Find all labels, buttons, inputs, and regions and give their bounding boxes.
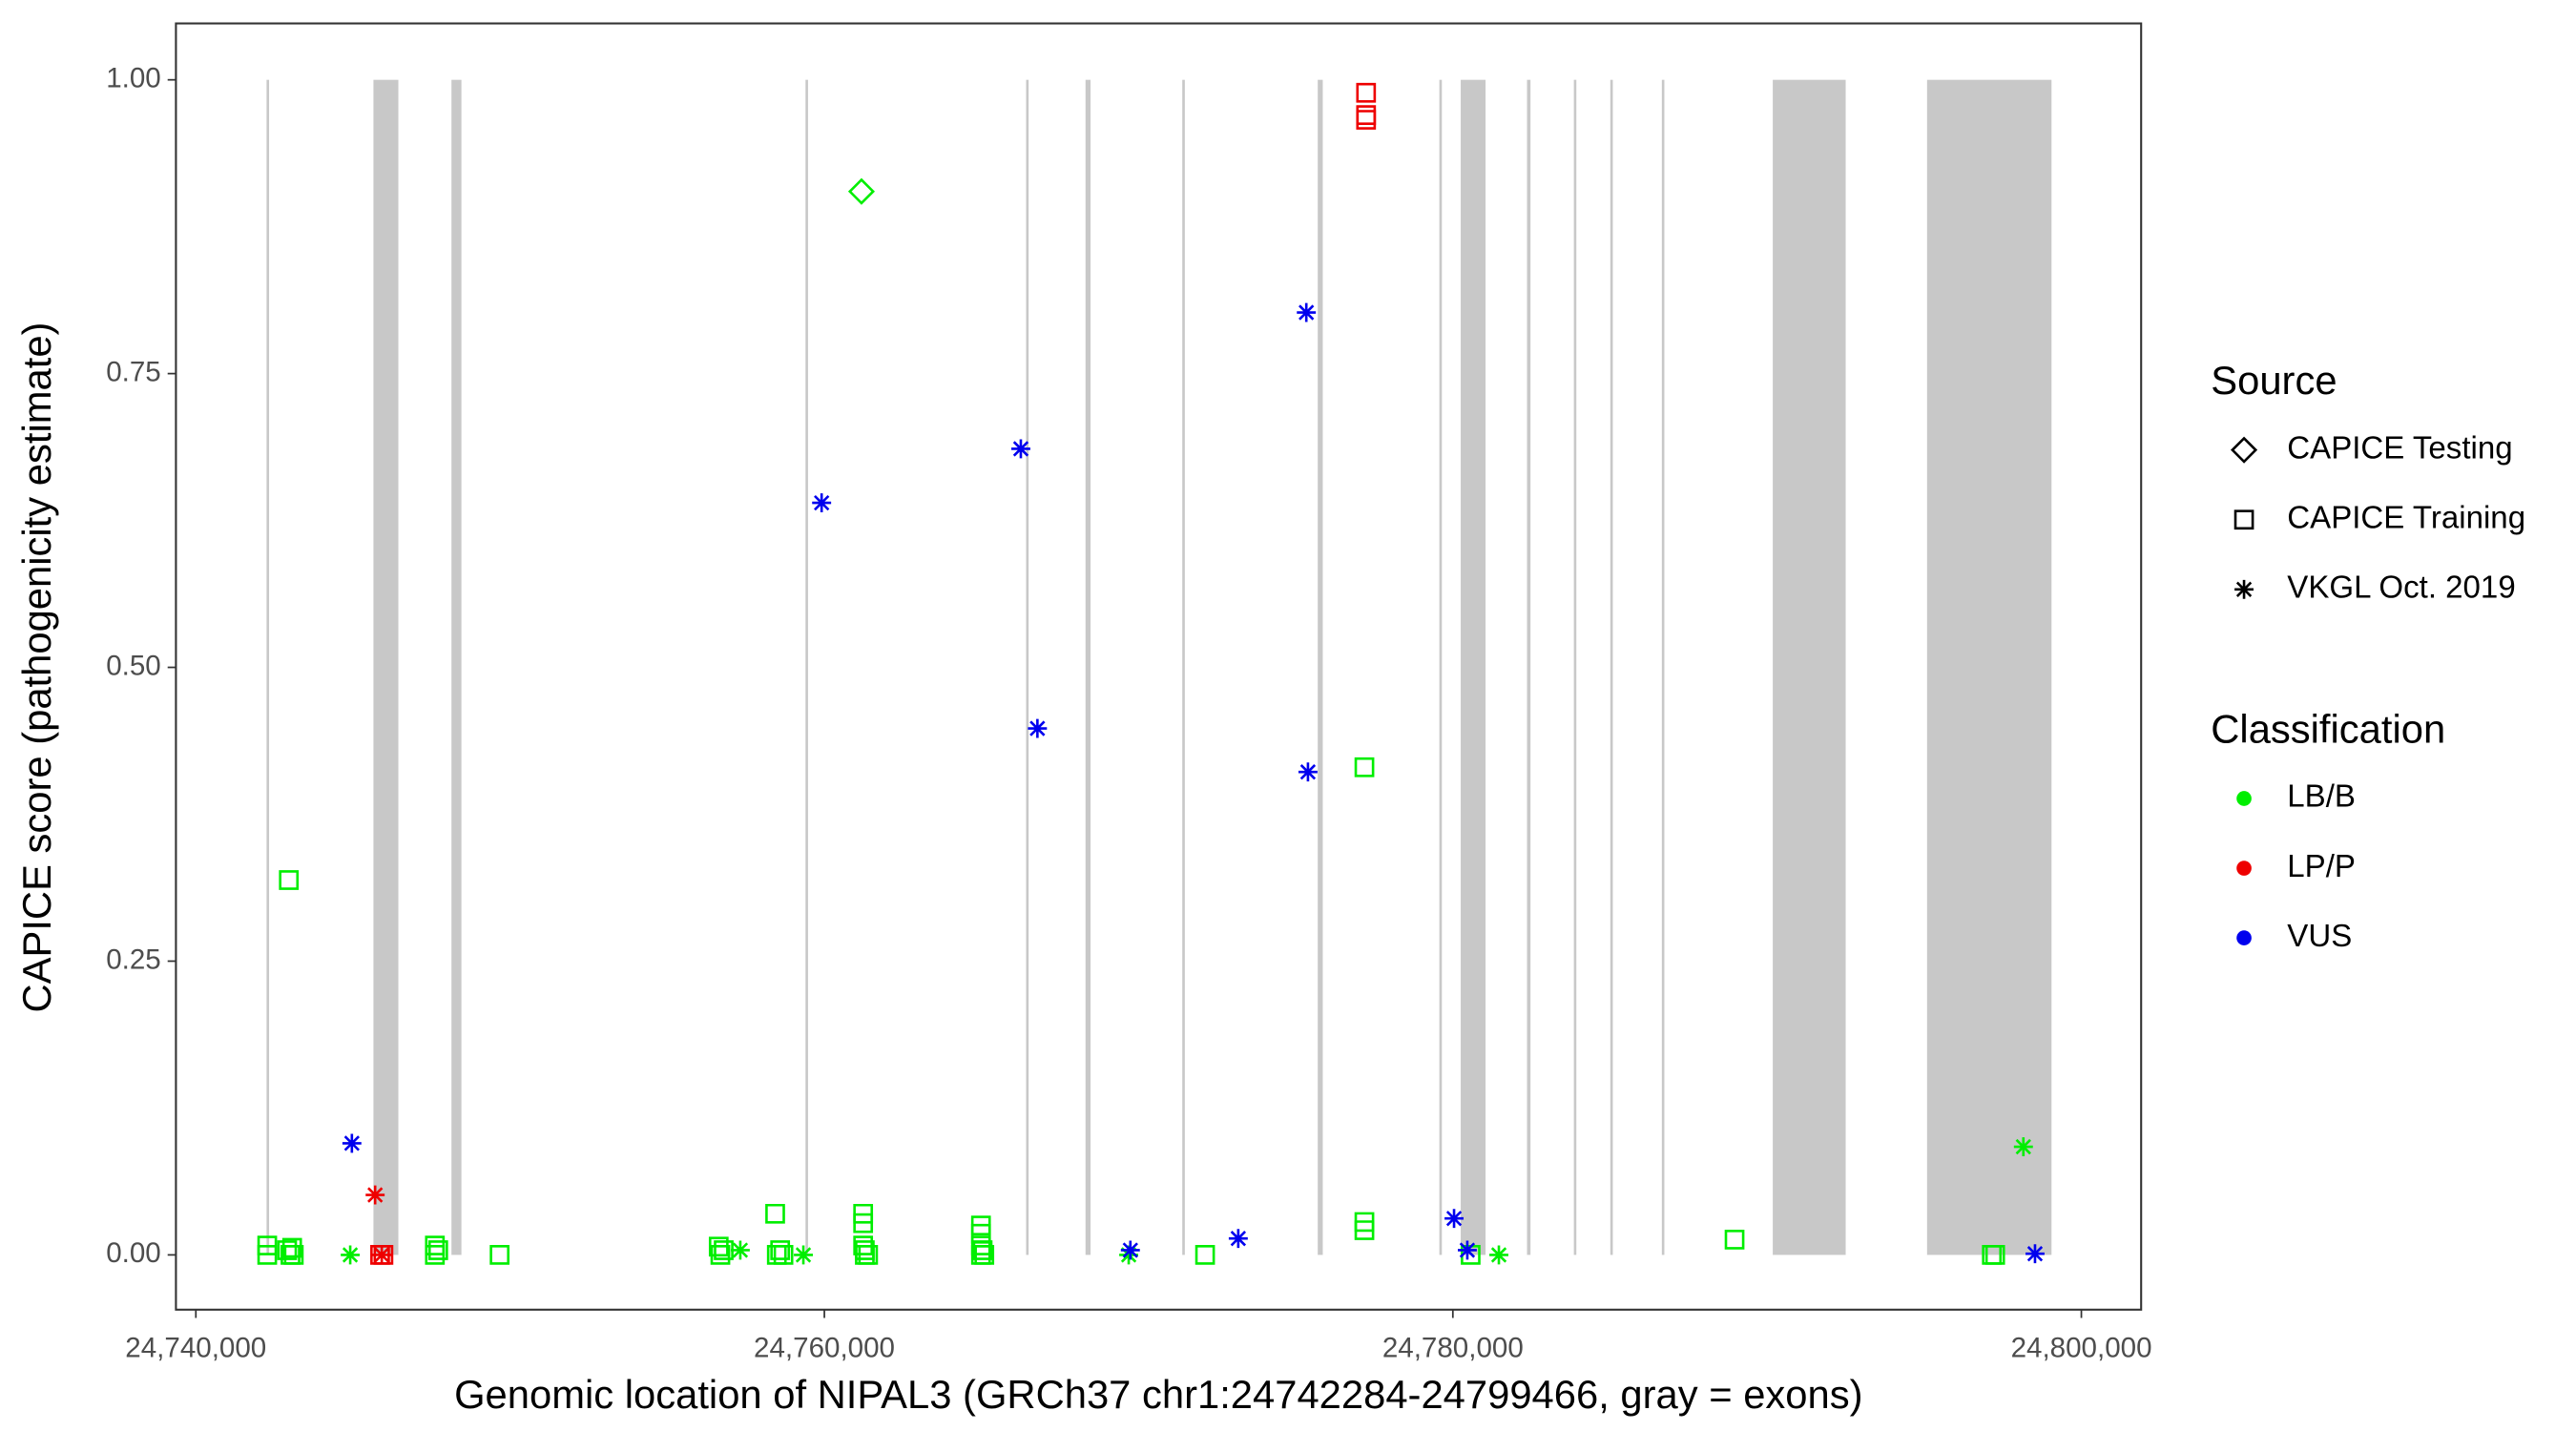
legend-label: VKGL Oct. 2019 <box>2287 570 2515 606</box>
exon <box>1461 79 1486 1255</box>
point <box>972 1240 993 1260</box>
x-axis-title: Genomic location of NIPAL3 (GRCh37 chr1:… <box>454 1372 1862 1417</box>
point <box>1228 1229 1248 1249</box>
exon <box>1182 79 1185 1255</box>
point <box>1356 82 1377 103</box>
legend-label: LP/P <box>2287 849 2356 884</box>
exon <box>1661 79 1665 1255</box>
point <box>257 1245 278 1265</box>
point <box>365 1185 385 1205</box>
exon <box>1439 79 1443 1255</box>
point <box>2013 1137 2033 1157</box>
point <box>1298 762 1318 782</box>
point <box>279 870 300 890</box>
x-tick-label: 24,780,000 <box>1382 1332 1524 1363</box>
legend-symbol <box>2231 436 2258 464</box>
point <box>341 1245 361 1265</box>
exon <box>1318 79 1323 1255</box>
point <box>1984 1245 2005 1265</box>
point <box>1444 1209 1465 1229</box>
point <box>1195 1245 1215 1265</box>
point <box>853 1235 874 1255</box>
legend-symbol <box>2236 861 2252 876</box>
point <box>708 1236 729 1257</box>
exon <box>266 79 270 1255</box>
point <box>1297 302 1317 322</box>
point <box>283 1245 304 1265</box>
y-tick-label: 1.00 <box>106 62 161 93</box>
exon <box>1085 79 1091 1255</box>
exon <box>1773 79 1846 1255</box>
point <box>489 1245 510 1265</box>
point <box>858 1245 879 1265</box>
y-tick-label: 0.75 <box>106 356 161 387</box>
x-tick-label: 24,800,000 <box>2011 1332 2152 1363</box>
point <box>714 1240 734 1260</box>
point <box>770 1240 791 1260</box>
x-tick-label: 24,760,000 <box>754 1332 895 1363</box>
point <box>1457 1240 1477 1260</box>
point <box>765 1203 785 1224</box>
point <box>1011 439 1030 459</box>
legend-symbol <box>2236 791 2252 806</box>
point <box>1356 105 1377 125</box>
point <box>853 1213 874 1234</box>
point <box>812 493 832 513</box>
legend-label: CAPICE Training <box>2287 500 2525 535</box>
exon <box>1573 79 1577 1255</box>
exon <box>1527 79 1531 1255</box>
point <box>773 1245 794 1265</box>
exon <box>373 79 399 1255</box>
point <box>1354 757 1375 778</box>
legend-title: Classification <box>2211 706 2445 751</box>
point <box>1356 110 1377 130</box>
point <box>1119 1245 1138 1265</box>
point <box>1724 1230 1745 1250</box>
exon <box>1610 79 1613 1255</box>
point <box>1120 1240 1140 1260</box>
panel-border <box>175 22 2143 1311</box>
point <box>710 1245 731 1265</box>
point <box>1028 718 1048 738</box>
exon <box>451 79 462 1255</box>
point <box>425 1245 446 1265</box>
y-axis-title: CAPICE score (pathogenicity estimate) <box>14 322 59 1013</box>
legend-symbol <box>2233 509 2254 530</box>
y-tick-label: 0.00 <box>106 1237 161 1269</box>
point <box>427 1240 448 1260</box>
point <box>2025 1244 2045 1264</box>
point <box>1461 1245 1481 1265</box>
legend-title: Source <box>2211 358 2337 403</box>
point <box>373 1245 394 1265</box>
legend-symbol <box>2234 579 2254 599</box>
point <box>372 1245 392 1265</box>
legend-label: VUS <box>2287 919 2352 954</box>
legend-label: CAPICE Testing <box>2287 430 2512 466</box>
exon <box>1926 79 2052 1255</box>
legend-label: LB/B <box>2287 779 2356 815</box>
point <box>1489 1245 1508 1265</box>
point <box>974 1245 995 1265</box>
point <box>281 1237 302 1258</box>
legend-symbol <box>2236 930 2252 945</box>
y-tick-label: 0.50 <box>106 650 161 681</box>
exon <box>1026 79 1029 1255</box>
point <box>277 1240 298 1260</box>
point <box>847 177 876 205</box>
point <box>730 1240 750 1260</box>
y-tick-label: 0.25 <box>106 944 161 975</box>
point <box>342 1133 362 1153</box>
exon <box>805 79 808 1255</box>
point <box>1354 1220 1375 1240</box>
point <box>794 1245 813 1265</box>
x-tick-label: 24,740,000 <box>125 1332 266 1363</box>
